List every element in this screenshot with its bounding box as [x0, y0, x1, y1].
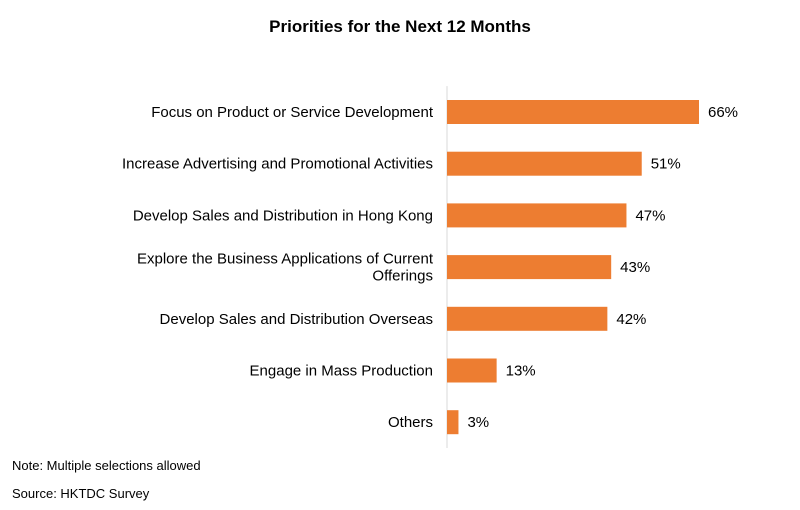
data-label-explore-the-business-applications-of-current-offerings: 43%	[620, 259, 650, 276]
data-label-engage-in-mass-production: 13%	[506, 363, 536, 380]
category-label-explore-the-business-applications-of-current-offerings: Explore the Business Applications of Cur…	[137, 251, 434, 285]
data-label-develop-sales-and-distribution-overseas: 42%	[616, 311, 646, 328]
bar-develop-sales-and-distribution-in-hong-kong	[447, 203, 627, 228]
bar-increase-advertising-and-promotional-activities	[447, 151, 642, 176]
bar-focus-on-product-or-service-development	[447, 100, 699, 124]
data-label-focus-on-product-or-service-development: 66%	[708, 104, 738, 121]
chart-source: Source: HKTDC Survey	[12, 486, 150, 501]
category-label-develop-sales-and-distribution-in-hong-kong: Develop Sales and Distribution in Hong K…	[133, 207, 433, 224]
bar-others	[447, 410, 459, 435]
data-label-others: 3%	[467, 414, 489, 431]
data-label-increase-advertising-and-promotional-activities: 51%	[651, 156, 681, 173]
bar-explore-the-business-applications-of-current-offerings	[447, 255, 612, 280]
category-label-others: Others	[388, 414, 433, 431]
data-label-develop-sales-and-distribution-in-hong-kong: 47%	[635, 207, 665, 224]
chart-note: Note: Multiple selections allowed	[12, 458, 201, 473]
category-label-engage-in-mass-production: Engage in Mass Production	[250, 363, 433, 380]
category-label-focus-on-product-or-service-development: Focus on Product or Service Development	[151, 104, 434, 121]
category-label-develop-sales-and-distribution-overseas: Develop Sales and Distribution Overseas	[160, 311, 433, 328]
chart-title: Priorities for the Next 12 Months	[269, 17, 531, 36]
category-label-increase-advertising-and-promotional-activities: Increase Advertising and Promotional Act…	[122, 156, 433, 173]
bar-engage-in-mass-production	[447, 358, 497, 383]
bar-develop-sales-and-distribution-overseas	[447, 306, 608, 331]
